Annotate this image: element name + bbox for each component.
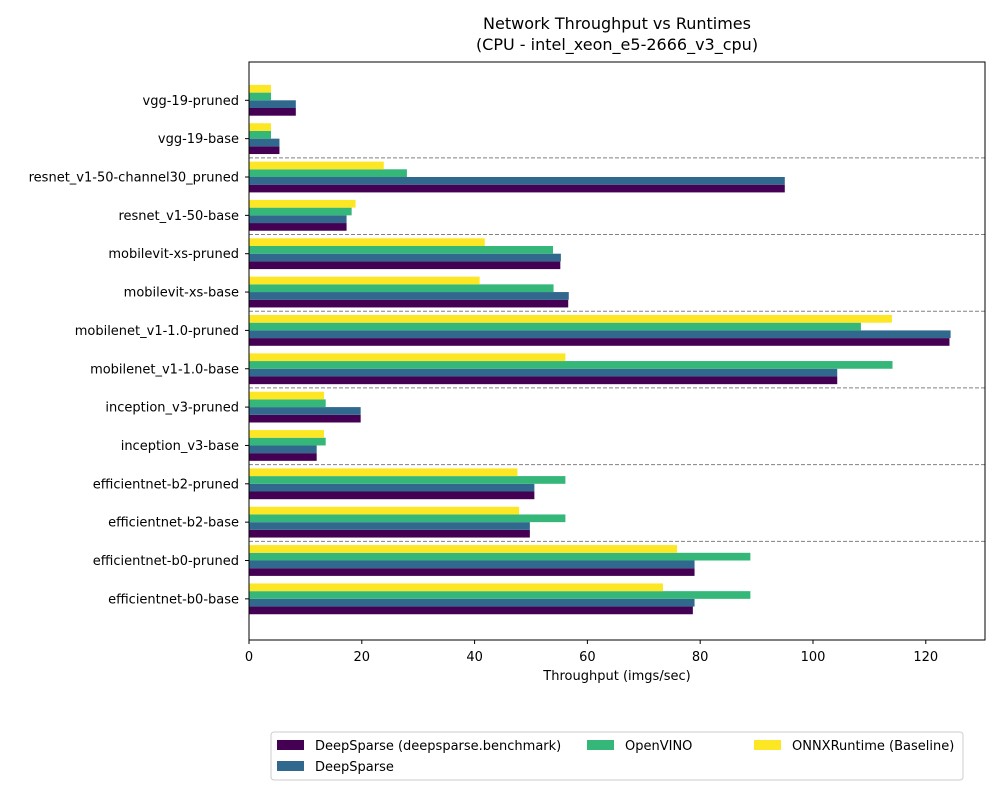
- bar: [249, 161, 384, 170]
- y-tick-label: resnet_v1-50-channel30_pruned: [29, 171, 239, 186]
- y-tick-label: inception_v3-base: [121, 439, 239, 454]
- y-tick-label: resnet_v1-50-base: [118, 209, 239, 224]
- bar: [249, 130, 271, 139]
- bar: [249, 330, 951, 339]
- bar: [249, 207, 352, 216]
- bar: [249, 445, 317, 454]
- bar: [249, 284, 554, 293]
- bar: [249, 598, 695, 607]
- bar: [249, 361, 893, 369]
- bar: [249, 368, 838, 377]
- y-tick-label: vgg-19-base: [158, 132, 239, 147]
- bar: [249, 299, 569, 308]
- x-axis-label: Throughput (imgs/sec): [542, 669, 690, 684]
- bar: [249, 552, 751, 561]
- bar: [249, 606, 693, 615]
- bar: [249, 591, 751, 599]
- bar: [249, 338, 950, 346]
- group-separators: [249, 157, 985, 542]
- x-axis: 0 20 40 60 80 100 120: [245, 640, 938, 665]
- x-tick-label: 80: [692, 650, 709, 665]
- chart-title: Network Throughput vs Runtimes: [483, 14, 751, 33]
- legend-swatch: [277, 740, 304, 750]
- bar: [249, 468, 518, 477]
- bar: [249, 545, 678, 553]
- legend: DeepSparse (deepsparse.benchmark) DeepSpa…: [270, 731, 964, 781]
- bar: [249, 414, 361, 423]
- y-axis: vgg-19-pruned vgg-19-base resnet_v1-50-cha…: [29, 94, 249, 607]
- y-tick-label: mobilevit-xs-base: [124, 286, 239, 301]
- bar: [249, 184, 785, 193]
- bars-layer: [249, 84, 951, 615]
- legend-label: DeepSparse: [315, 760, 394, 775]
- plot-area-frame: [248, 61, 986, 641]
- bar: [249, 100, 296, 108]
- bar: [249, 292, 569, 300]
- bar: [249, 407, 361, 415]
- bar: [249, 138, 280, 147]
- bar: [249, 376, 838, 385]
- bar: [249, 123, 271, 131]
- bar: [249, 437, 326, 446]
- bar: [249, 246, 553, 254]
- bar: [249, 238, 485, 246]
- y-tick-label: mobilevit-xs-pruned: [108, 247, 239, 262]
- bar: [249, 146, 280, 155]
- legend-label: ONNXRuntime (Baseline): [792, 739, 954, 754]
- chart-subtitle: (CPU - intel_xeon_e5-2666_v3_cpu): [476, 35, 758, 55]
- bar: [249, 514, 566, 523]
- y-tick-label: mobilenet_v1-1.0-pruned: [75, 324, 239, 339]
- bar: [249, 430, 325, 438]
- y-tick-label: efficientnet-b0-base: [108, 592, 239, 607]
- bar: [249, 529, 530, 538]
- bar: [249, 353, 566, 362]
- legend-swatch: [587, 740, 614, 750]
- y-tick-label: efficientnet-b2-base: [108, 516, 239, 531]
- bar: [249, 84, 271, 93]
- bar: [249, 322, 861, 331]
- bar: [249, 476, 566, 484]
- legend-label: OpenVINO: [625, 739, 692, 754]
- y-tick-label: efficientnet-b0-pruned: [93, 554, 239, 569]
- bar: [249, 177, 785, 185]
- bar: [249, 391, 325, 400]
- bar: [249, 261, 561, 270]
- bar: [249, 253, 561, 262]
- bar: [249, 522, 530, 530]
- bar: [249, 568, 695, 576]
- bar: [249, 506, 520, 515]
- bar: [249, 399, 326, 408]
- legend-swatch: [277, 761, 304, 771]
- bar: [249, 108, 296, 116]
- y-tick-label: mobilenet_v1-1.0-base: [90, 362, 239, 377]
- bar: [249, 92, 271, 101]
- legend-label: DeepSparse (deepsparse.benchmark): [315, 739, 561, 754]
- legend-swatch: [754, 740, 781, 750]
- y-tick-label: vgg-19-pruned: [143, 94, 239, 109]
- bar: [249, 215, 347, 224]
- y-tick-label: efficientnet-b2-pruned: [93, 477, 239, 492]
- x-tick-label: 100: [801, 650, 826, 665]
- x-tick-label: 20: [354, 650, 371, 665]
- bar: [249, 169, 407, 177]
- bar: [249, 583, 663, 592]
- bar: [249, 315, 892, 323]
- x-tick-label: 60: [579, 650, 596, 665]
- bar: [249, 483, 535, 492]
- bar: [249, 453, 317, 461]
- x-tick-label: 40: [466, 650, 483, 665]
- x-tick-label: 120: [913, 650, 938, 665]
- bar: [249, 276, 480, 285]
- x-tick-label: 0: [245, 650, 253, 665]
- bar: [249, 199, 356, 208]
- legend-box: [270, 731, 964, 781]
- bar: [249, 491, 535, 500]
- bar: [249, 560, 695, 569]
- y-tick-label: inception_v3-pruned: [105, 401, 239, 416]
- bar: [249, 223, 347, 231]
